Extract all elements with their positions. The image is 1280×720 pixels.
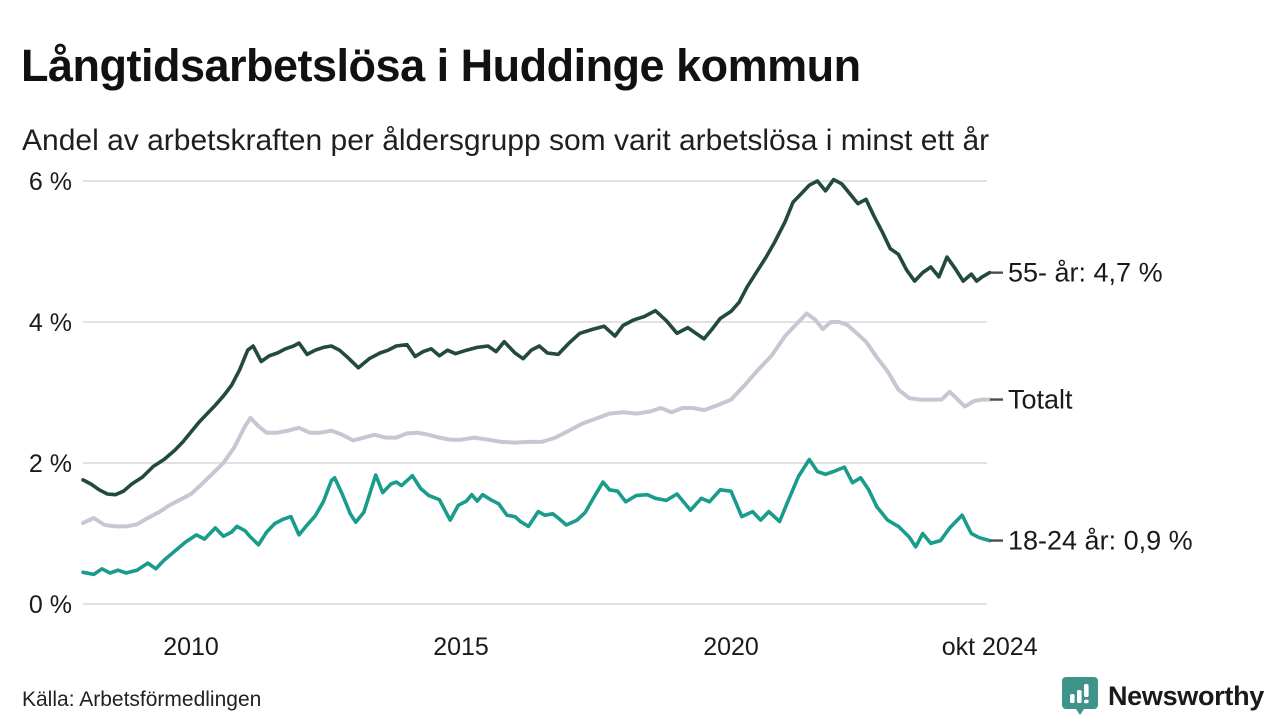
page-title: Långtidsarbetslösa i Huddinge kommun (21, 40, 861, 92)
x-tick-label: 2020 (703, 633, 759, 661)
x-tick-label: 2015 (433, 633, 489, 661)
series-line-55-ar (81, 177, 992, 497)
series-line-totalt (81, 311, 992, 529)
x-tick-label: okt 2024 (942, 633, 1038, 661)
series-line-18-24-ar (81, 457, 992, 577)
newsworthy-wordmark: Newsworthy (1107, 680, 1264, 711)
series-end-label-55-ar: 55- år: 4,7 % (1008, 258, 1163, 288)
y-tick-label: 0 % (29, 591, 72, 619)
line-chart: 0 % 2 % 4 % 6 % 2010 2015 2020 okt 2024 55- år: … (29, 168, 1193, 661)
x-tick-label: 2010 (163, 633, 219, 661)
page-subtitle: Andel av arbetskraften per åldersgrupp s… (22, 124, 990, 157)
source-note: Källa: Arbetsförmedlingen (22, 688, 262, 711)
y-tick-label: 2 % (29, 450, 72, 478)
newsworthy-logo: Newsworthy (1061, 676, 1264, 716)
series-end-label-18-24-ar: 18-24 år: 0,9 % (1008, 526, 1193, 556)
y-tick-label: 4 % (29, 309, 72, 337)
series-end-label-totalt: Totalt (1008, 385, 1073, 415)
newsworthy-bars-icon (1061, 677, 1098, 715)
y-tick-label: 6 % (29, 168, 72, 196)
